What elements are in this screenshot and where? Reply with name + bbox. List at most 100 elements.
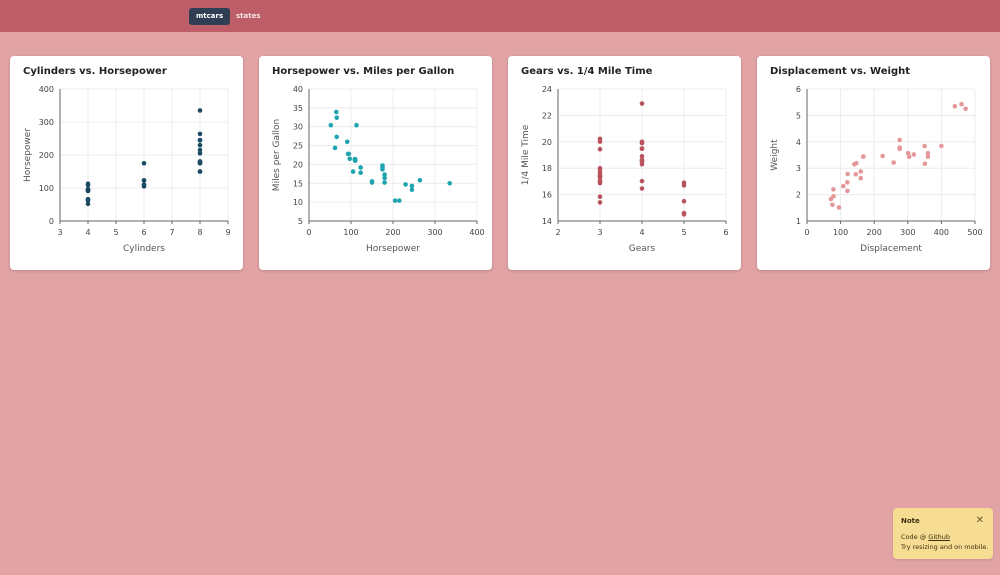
scatter-point[interactable] [332, 145, 338, 151]
scatter-point[interactable] [897, 137, 902, 143]
scatter-point[interactable] [939, 143, 944, 149]
scatter-point[interactable] [197, 131, 203, 137]
scatter-point[interactable] [897, 145, 902, 150]
y-tick-label: 14 [542, 217, 552, 226]
scatter-point[interactable] [197, 108, 203, 113]
scatter-point[interactable] [925, 154, 931, 159]
scatter-point[interactable] [639, 178, 645, 184]
scatter-point[interactable] [959, 101, 964, 107]
tab-mtcars[interactable]: mtcars [189, 8, 231, 25]
scatter-point[interactable] [382, 180, 387, 185]
scatter-point[interactable] [328, 122, 334, 128]
scatter-point[interactable] [597, 180, 603, 186]
scatter-point[interactable] [952, 103, 958, 109]
scatter-point[interactable] [141, 178, 147, 183]
scatter-point[interactable] [409, 183, 415, 189]
scatter-point[interactable] [334, 109, 339, 115]
scatter-point[interactable] [358, 170, 363, 176]
scatter-point[interactable] [853, 171, 859, 177]
scatter-point[interactable] [397, 198, 402, 203]
scatter-point[interactable] [409, 187, 415, 192]
scatter-point[interactable] [905, 150, 911, 156]
scatter-point[interactable] [380, 163, 385, 168]
scatter-point[interactable] [597, 200, 603, 205]
scatter-point[interactable] [85, 186, 91, 192]
x-tick-label: 0 [306, 228, 311, 237]
scatter-point[interactable] [836, 205, 842, 210]
scatter-point[interactable] [845, 188, 850, 194]
scatter-point[interactable] [597, 168, 603, 174]
scatter-point[interactable] [858, 169, 864, 174]
scatter-point[interactable] [858, 175, 864, 181]
scatter-point[interactable] [334, 134, 340, 140]
scatter-point[interactable] [597, 194, 603, 200]
scatter-point[interactable] [925, 150, 931, 156]
x-axis-label: Horsepower [366, 244, 420, 254]
scatter-point[interactable] [830, 202, 835, 208]
scatter-point[interactable] [639, 140, 645, 146]
scatter-point[interactable] [831, 194, 836, 199]
scatter-point[interactable] [845, 180, 850, 185]
scatter-point[interactable] [639, 101, 645, 106]
scatter-point[interactable] [891, 160, 896, 165]
close-icon[interactable]: ✕ [975, 515, 984, 526]
y-tick-label: 35 [293, 104, 303, 113]
x-tick-label: 100 [343, 228, 358, 237]
scatter-point[interactable] [922, 161, 928, 167]
scatter-point[interactable] [845, 171, 850, 177]
scatter-point[interactable] [197, 151, 203, 156]
x-tick-label: 200 [867, 228, 882, 237]
scatter-point[interactable] [354, 122, 359, 128]
x-tick-label: 7 [169, 228, 174, 237]
scatter-point[interactable] [963, 106, 968, 112]
scatter-point[interactable] [639, 146, 645, 151]
scatter-point[interactable] [681, 210, 687, 216]
scatter-point[interactable] [447, 180, 452, 186]
scatter-point[interactable] [840, 183, 846, 189]
scatter-point[interactable] [197, 147, 203, 153]
scatter-point[interactable] [639, 154, 645, 159]
y-tick-label: 16 [542, 191, 552, 200]
scatter-point[interactable] [906, 154, 912, 160]
scatter-point[interactable] [880, 153, 885, 159]
y-tick-label: 6 [796, 85, 801, 94]
scatter-point[interactable] [85, 181, 91, 187]
scatter-point[interactable] [417, 177, 423, 183]
scatter-point[interactable] [197, 142, 203, 148]
scatter-point[interactable] [639, 186, 645, 191]
scatter-point[interactable] [639, 157, 645, 163]
scatter-point[interactable] [681, 180, 687, 186]
scatter-point[interactable] [831, 187, 836, 192]
tab-states[interactable]: states [236, 12, 261, 20]
scatter-point[interactable] [141, 160, 147, 166]
scatter-point[interactable] [347, 156, 353, 162]
scatter-point[interactable] [197, 137, 203, 143]
x-tick-label: 6 [723, 228, 728, 237]
scatter-point[interactable] [197, 169, 203, 174]
scatter-point[interactable] [85, 196, 91, 202]
scatter-point[interactable] [852, 161, 857, 167]
x-tick-label: 2 [555, 228, 560, 237]
scatter-point[interactable] [597, 139, 603, 144]
scatter-point[interactable] [334, 115, 340, 120]
github-link[interactable]: Github [928, 533, 951, 541]
scatter-point[interactable] [369, 180, 375, 185]
scatter-point[interactable] [392, 198, 398, 203]
scatter-point[interactable] [382, 172, 387, 177]
scatter-point[interactable] [382, 175, 387, 181]
scatter-point[interactable] [197, 159, 203, 164]
scatter-point[interactable] [681, 198, 687, 204]
scatter-point[interactable] [911, 152, 917, 157]
scatter-point[interactable] [141, 182, 147, 187]
scatter-point[interactable] [346, 151, 352, 157]
scatter-point[interactable] [403, 182, 408, 187]
scatter-point[interactable] [597, 146, 603, 152]
scatter-point[interactable] [350, 169, 356, 174]
scatter-point[interactable] [352, 156, 358, 162]
scatter-point[interactable] [922, 143, 927, 149]
scatter-point[interactable] [861, 154, 866, 159]
scatter-point[interactable] [597, 175, 603, 180]
scatter-point[interactable] [358, 165, 363, 170]
scatter-point[interactable] [85, 201, 91, 207]
scatter-point[interactable] [344, 139, 350, 145]
